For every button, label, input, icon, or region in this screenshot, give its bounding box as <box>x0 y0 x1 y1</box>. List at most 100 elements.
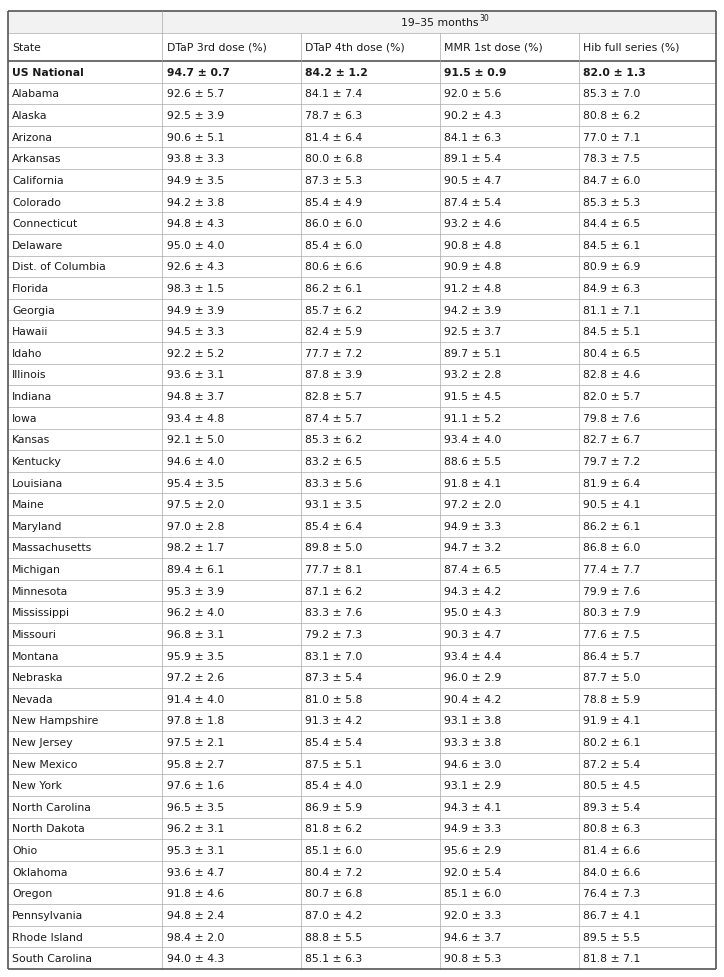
Text: 81.8 ± 7.1: 81.8 ± 7.1 <box>583 954 640 963</box>
Text: 90.5 ± 4.7: 90.5 ± 4.7 <box>445 176 502 186</box>
Text: 77.6 ± 7.5: 77.6 ± 7.5 <box>583 629 640 639</box>
Text: 97.2 ± 2.0: 97.2 ± 2.0 <box>445 499 502 510</box>
Text: 84.5 ± 5.1: 84.5 ± 5.1 <box>583 327 640 337</box>
Text: 93.1 ± 3.5: 93.1 ± 3.5 <box>306 499 363 510</box>
Text: 94.6 ± 3.7: 94.6 ± 3.7 <box>445 932 502 942</box>
Text: 77.7 ± 8.1: 77.7 ± 8.1 <box>306 565 363 574</box>
Text: 93.4 ± 4.8: 93.4 ± 4.8 <box>167 413 224 423</box>
Text: 87.0 ± 4.2: 87.0 ± 4.2 <box>306 910 363 920</box>
Bar <box>8 386 716 407</box>
Text: Nevada: Nevada <box>12 694 54 704</box>
Bar <box>8 106 716 127</box>
Text: South Carolina: South Carolina <box>12 954 93 963</box>
Text: 87.4 ± 5.4: 87.4 ± 5.4 <box>445 197 502 207</box>
Text: 91.8 ± 4.1: 91.8 ± 4.1 <box>445 478 502 488</box>
Text: 85.3 ± 6.2: 85.3 ± 6.2 <box>306 435 363 445</box>
Bar <box>8 905 716 926</box>
Bar <box>8 666 716 688</box>
Text: 94.9 ± 3.5: 94.9 ± 3.5 <box>167 176 224 186</box>
Text: Iowa: Iowa <box>12 413 38 423</box>
Text: 82.8 ± 5.7: 82.8 ± 5.7 <box>306 392 363 402</box>
Text: 80.9 ± 6.9: 80.9 ± 6.9 <box>583 262 640 273</box>
Text: 82.0 ± 1.3: 82.0 ± 1.3 <box>583 67 646 78</box>
Text: 83.3 ± 7.6: 83.3 ± 7.6 <box>306 608 363 617</box>
Bar <box>8 84 716 106</box>
Text: 84.4 ± 6.5: 84.4 ± 6.5 <box>583 219 640 229</box>
Text: 96.2 ± 4.0: 96.2 ± 4.0 <box>167 608 224 617</box>
Text: 87.2 ± 5.4: 87.2 ± 5.4 <box>583 759 640 769</box>
Bar <box>8 948 716 969</box>
Text: 76.4 ± 7.3: 76.4 ± 7.3 <box>583 888 640 899</box>
Bar <box>8 861 716 882</box>
Text: 90.5 ± 4.1: 90.5 ± 4.1 <box>583 499 640 510</box>
Text: 80.2 ± 6.1: 80.2 ± 6.1 <box>583 738 640 747</box>
Text: Arizona: Arizona <box>12 133 54 143</box>
Text: 89.5 ± 5.5: 89.5 ± 5.5 <box>583 932 640 942</box>
Text: 90.2 ± 4.3: 90.2 ± 4.3 <box>445 111 502 121</box>
Text: 96.5 ± 3.5: 96.5 ± 3.5 <box>167 802 224 812</box>
Bar <box>8 127 716 149</box>
Text: Louisiana: Louisiana <box>12 478 64 488</box>
Text: 92.5 ± 3.7: 92.5 ± 3.7 <box>445 327 502 337</box>
Text: 94.7 ± 0.7: 94.7 ± 0.7 <box>167 67 230 78</box>
Text: 86.7 ± 4.1: 86.7 ± 4.1 <box>583 910 640 920</box>
Text: 84.1 ± 6.3: 84.1 ± 6.3 <box>445 133 502 143</box>
Text: 80.0 ± 6.8: 80.0 ± 6.8 <box>306 154 363 164</box>
Text: 81.0 ± 5.8: 81.0 ± 5.8 <box>306 694 363 704</box>
Text: 93.6 ± 4.7: 93.6 ± 4.7 <box>167 867 224 876</box>
Text: 85.4 ± 5.4: 85.4 ± 5.4 <box>306 738 363 747</box>
Text: 87.5 ± 5.1: 87.5 ± 5.1 <box>306 759 363 769</box>
Text: DTaP 4th dose (%): DTaP 4th dose (%) <box>306 43 405 53</box>
Text: 89.7 ± 5.1: 89.7 ± 5.1 <box>445 349 502 359</box>
Text: Alaska: Alaska <box>12 111 48 121</box>
Text: 90.8 ± 4.8: 90.8 ± 4.8 <box>445 240 502 250</box>
Text: Kentucky: Kentucky <box>12 456 62 466</box>
Bar <box>8 170 716 191</box>
Text: Hib full series (%): Hib full series (%) <box>583 43 680 53</box>
Text: 89.4 ± 6.1: 89.4 ± 6.1 <box>167 565 224 574</box>
Text: 87.3 ± 5.3: 87.3 ± 5.3 <box>306 176 363 186</box>
Text: 80.6 ± 6.6: 80.6 ± 6.6 <box>306 262 363 273</box>
Text: 84.0 ± 6.6: 84.0 ± 6.6 <box>583 867 640 876</box>
Text: 80.5 ± 4.5: 80.5 ± 4.5 <box>583 781 640 790</box>
Text: 93.4 ± 4.4: 93.4 ± 4.4 <box>445 651 502 660</box>
Text: 78.8 ± 5.9: 78.8 ± 5.9 <box>583 694 640 704</box>
Bar <box>8 429 716 450</box>
Text: 98.3 ± 1.5: 98.3 ± 1.5 <box>167 283 224 294</box>
Text: 86.2 ± 6.1: 86.2 ± 6.1 <box>583 522 640 531</box>
Text: 94.2 ± 3.8: 94.2 ± 3.8 <box>167 197 224 207</box>
Text: New Jersey: New Jersey <box>12 738 73 747</box>
Text: California: California <box>12 176 64 186</box>
Bar <box>8 623 716 645</box>
Text: 82.4 ± 5.9: 82.4 ± 5.9 <box>306 327 363 337</box>
Text: Pennsylvania: Pennsylvania <box>12 910 83 920</box>
Text: 84.7 ± 6.0: 84.7 ± 6.0 <box>583 176 640 186</box>
Bar <box>8 839 716 861</box>
Bar <box>8 516 716 537</box>
Text: 92.1 ± 5.0: 92.1 ± 5.0 <box>167 435 224 445</box>
Text: 85.1 ± 6.0: 85.1 ± 6.0 <box>445 888 502 899</box>
Text: Minnesota: Minnesota <box>12 586 69 596</box>
Text: US National: US National <box>12 67 84 78</box>
Text: Indiana: Indiana <box>12 392 53 402</box>
Text: 97.5 ± 2.0: 97.5 ± 2.0 <box>167 499 224 510</box>
Text: Delaware: Delaware <box>12 240 64 250</box>
Text: 85.4 ± 4.0: 85.4 ± 4.0 <box>306 781 363 790</box>
Text: Georgia: Georgia <box>12 305 55 316</box>
Text: 95.3 ± 3.9: 95.3 ± 3.9 <box>167 586 224 596</box>
Text: 85.7 ± 6.2: 85.7 ± 6.2 <box>306 305 363 316</box>
Text: 79.9 ± 7.6: 79.9 ± 7.6 <box>583 586 640 596</box>
Text: 86.2 ± 6.1: 86.2 ± 6.1 <box>306 283 363 294</box>
Text: North Carolina: North Carolina <box>12 802 91 812</box>
Text: 80.4 ± 7.2: 80.4 ± 7.2 <box>306 867 363 876</box>
Text: 30: 30 <box>480 14 489 22</box>
Bar <box>8 732 716 753</box>
Bar <box>8 472 716 494</box>
Text: 97.2 ± 2.6: 97.2 ± 2.6 <box>167 672 224 683</box>
Text: 79.7 ± 7.2: 79.7 ± 7.2 <box>583 456 640 466</box>
Text: 89.8 ± 5.0: 89.8 ± 5.0 <box>306 543 363 553</box>
Text: 92.2 ± 5.2: 92.2 ± 5.2 <box>167 349 224 359</box>
Text: 87.7 ± 5.0: 87.7 ± 5.0 <box>583 672 640 683</box>
Text: 94.9 ± 3.3: 94.9 ± 3.3 <box>445 522 502 531</box>
Text: 91.5 ± 4.5: 91.5 ± 4.5 <box>445 392 502 402</box>
